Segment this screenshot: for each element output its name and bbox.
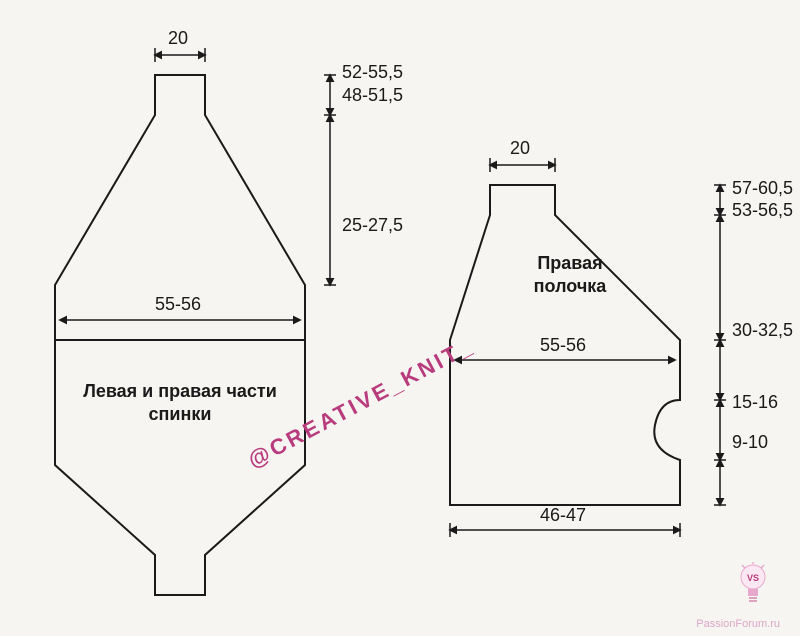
footer-watermark: PassionForum.ru (696, 618, 780, 630)
right-dim-b: 53-56,5 (732, 200, 793, 221)
left-dim-c: 25-27,5 (342, 215, 403, 236)
left-top-dim-label: 20 (168, 28, 188, 49)
left-piece-label: Левая и правая части спинки (80, 380, 280, 427)
left-piece-outline (55, 75, 305, 595)
right-piece-label-line1: Правая (537, 253, 602, 273)
left-width-dim-label: 55-56 (155, 294, 201, 315)
right-piece-label-line2: полочка (534, 276, 607, 296)
left-piece-label-line2: спинки (149, 404, 212, 424)
right-dim-d: 15-16 (732, 392, 778, 413)
right-dim-e: 9-10 (732, 432, 768, 453)
lightbulb-icon: VS (736, 562, 770, 606)
left-piece-label-line1: Левая и правая части (83, 381, 277, 401)
left-dim-b: 48-51,5 (342, 85, 403, 106)
left-dim-a: 52-55,5 (342, 62, 403, 83)
svg-text:VS: VS (747, 573, 759, 583)
right-bottom-dim-label: 46-47 (540, 505, 586, 526)
right-top-dim-label: 20 (510, 138, 530, 159)
right-piece-label: Правая полочка (510, 252, 630, 299)
right-width-dim-label: 55-56 (540, 335, 586, 356)
right-dim-a: 57-60,5 (732, 178, 793, 199)
right-dim-c: 30-32,5 (732, 320, 793, 341)
